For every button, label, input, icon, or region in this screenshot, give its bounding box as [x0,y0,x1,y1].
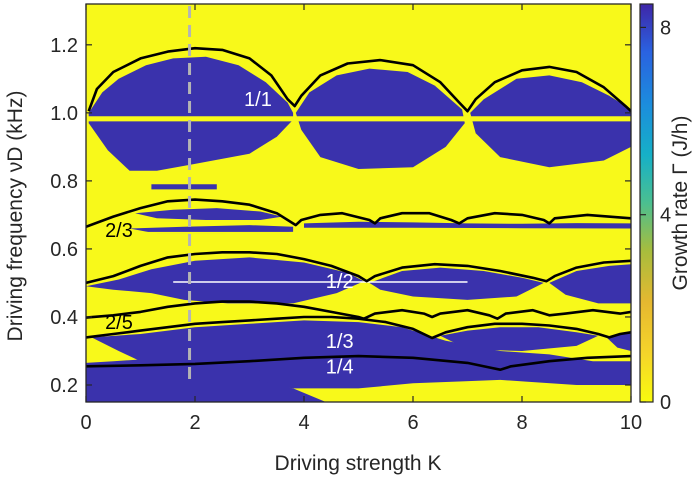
y-tick-label: 1.2 [50,35,78,57]
unstable-region [129,225,294,234]
resonance-label: 1/3 [326,331,354,353]
boundary-line-6 [86,354,631,372]
unstable-region [304,221,631,229]
unstable-region [135,208,283,220]
x-tick-label: 2 [189,412,200,434]
colorbar-ticks: 0 4 8 [640,17,671,414]
y-tick-label: 0.6 [50,239,78,261]
heatmap [86,56,631,402]
resonance-label: 2/5 [105,312,133,334]
x-tick-label: 0 [80,412,91,434]
resonance-label: 1/2 [326,271,354,293]
colorbar-label: Growth rate Γ (J/h) [669,116,692,291]
y-tick-label: 0.8 [50,171,78,193]
unstable-region [86,257,364,304]
unstable-region [369,267,544,300]
plot-frame [85,3,632,403]
y-tick-label: 0.4 [50,307,78,329]
boundary-line-5 [86,315,631,340]
resonance-boundaries [86,46,631,372]
region-labels: 1/1 2/3 1/2 2/5 1/3 1/4 [105,89,354,378]
unstable-region [606,333,631,351]
unstable-region [151,184,217,190]
colorbar-tick-label: 0 [660,392,671,414]
unstable-region [91,320,631,389]
unstable-region [440,327,599,351]
resonance-label: 1/1 [244,89,272,111]
x-tick-label: 6 [407,412,418,434]
stable-gap [86,231,631,234]
y-tick-label: 0.2 [50,375,78,397]
x-tick-label: 10 [620,412,642,434]
unstable-region [86,359,326,402]
boundary-line-2 [86,198,631,229]
colorbar-tick-label: 4 [660,205,671,227]
unstable-region [549,264,631,304]
resonance-label: 1/4 [326,356,354,378]
colorbar-tick-label: 8 [660,17,671,39]
boundary-line-1 [87,46,631,113]
x-tick-label: 8 [516,412,527,434]
y-axis: 0.2 0.4 0.6 0.8 1.0 1.2 [50,35,631,397]
unstable-region [88,56,294,171]
resonance-label: 2/3 [105,220,133,242]
x-axis: 0 2 4 6 8 10 [80,4,642,434]
y-tick-label: 1.0 [50,103,78,125]
boundary-line-3 [86,251,631,285]
stable-gap [173,281,468,283]
x-axis-label: Driving strength K [275,452,442,475]
boundary-line-4 [86,300,631,321]
y-axis-label: Driving frequency νD (kHz) [4,91,27,342]
colorbar [639,3,654,403]
x-tick-label: 4 [298,412,309,434]
stable-gap [86,116,631,122]
